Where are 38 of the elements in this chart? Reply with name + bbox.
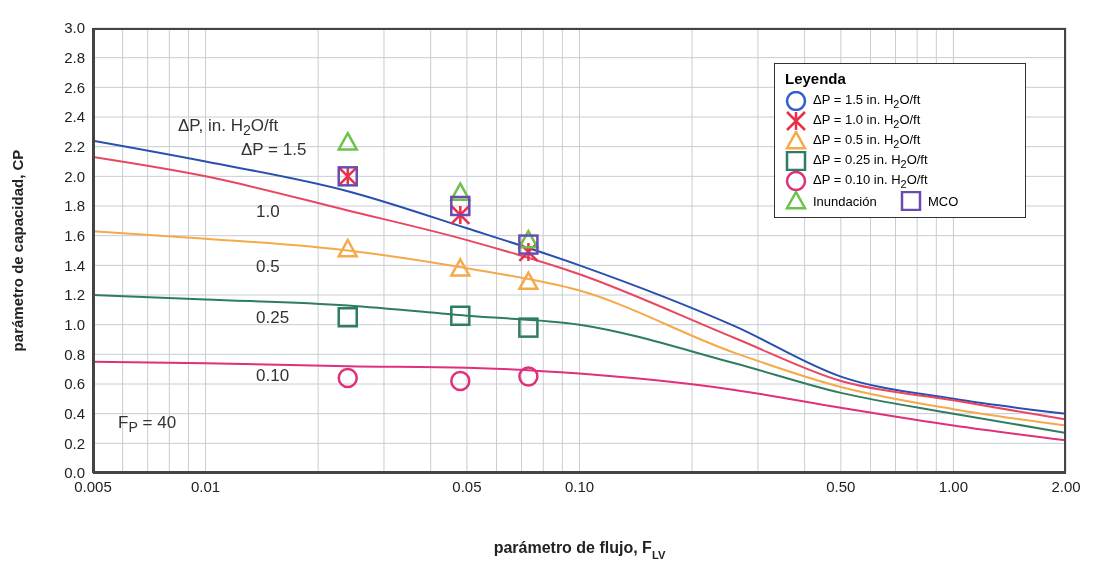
y-axis-title: parámetro de capacidad, CP [9,149,26,352]
legend-label: ΔP = 1.0 in. H$_{2}$O/ft [813,112,921,130]
y-tick-label: 2.0 [64,167,85,185]
y-tick-label: 2.4 [64,108,85,126]
y-tick-label: 0.4 [64,404,85,422]
x-tick-label: 0.05 [452,477,482,495]
y-tick-label: 2.6 [64,78,85,96]
y-tick-label: 1.8 [64,197,85,215]
x-tick-label: 0.10 [564,477,595,495]
legend-label: Inundación [813,193,877,209]
annotation: ΔP, in. H$_{2}$O/ft [178,116,279,139]
x-tick-label: 2.00 [1051,477,1081,495]
legend-label: ΔP = 0.5 in. H$_{2}$O/ft [813,132,921,150]
x-axis-title: parámetro de flujo, F$_{LV}$ [493,539,666,561]
y-tick-label: 2.2 [64,137,85,155]
annotation: ΔP = 1.5 [241,140,307,160]
y-tick-label: 2.8 [64,48,85,66]
annotation: 0.5 [256,257,280,277]
y-tick-label: 0.2 [64,434,85,452]
y-tick-label: 1.0 [64,315,85,333]
x-tick-label: 0.01 [190,477,221,495]
annotation: 0.10 [256,366,290,386]
y-tick-label: 1.2 [64,286,85,304]
legend-title: Leyenda [785,70,847,87]
y-tick-label: 1.4 [64,256,85,274]
legend-label: ΔP = 0.10 in. H$_{2}$O/ft [813,172,928,190]
x-tick-label: 0.50 [826,477,856,495]
annotation: 1.0 [256,202,280,222]
y-tick-label: 3.0 [64,19,85,37]
y-tick-label: 0.6 [64,375,85,393]
x-tick-label: 1.00 [938,477,969,495]
legend-label: ΔP = 0.25 in. H$_{2}$O/ft [813,152,928,170]
y-tick-label: 0.8 [64,345,85,363]
legend-label: ΔP = 1.5 in. H$_{2}$O/ft [813,92,921,110]
annotation: F$_{P}$ = 40 [118,413,177,436]
y-tick-label: 1.6 [64,226,85,244]
legend-label: MCO [928,193,959,209]
annotation: 0.25 [256,308,290,328]
